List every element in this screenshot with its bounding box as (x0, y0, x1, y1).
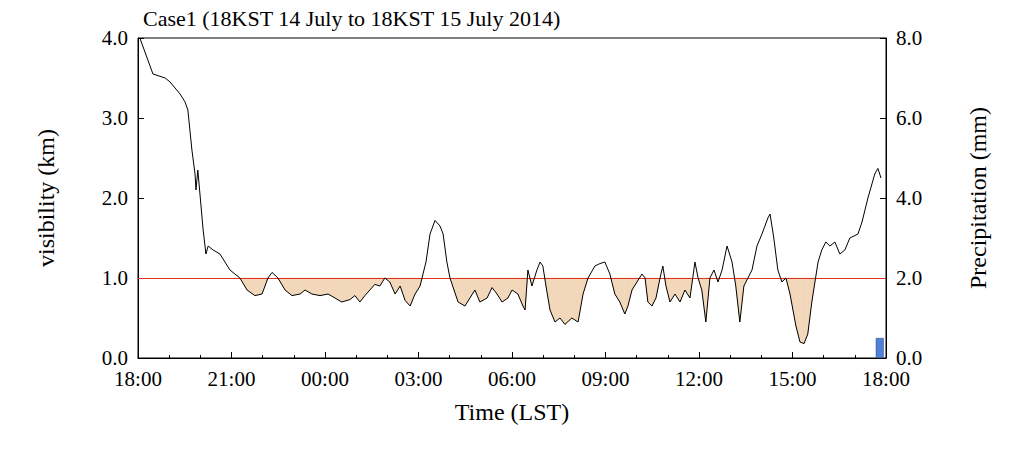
svg-text:3.0: 3.0 (102, 106, 128, 130)
svg-text:15:00: 15:00 (769, 367, 817, 391)
svg-text:03:00: 03:00 (395, 367, 443, 391)
svg-text:0.0: 0.0 (896, 346, 923, 370)
svg-text:06:00: 06:00 (488, 367, 536, 391)
svg-text:Precipitation (mm): Precipitation (mm) (965, 107, 991, 289)
svg-text:6.0: 6.0 (896, 106, 922, 130)
svg-text:Time (LST): Time (LST) (455, 399, 569, 425)
svg-text:2.0: 2.0 (896, 266, 922, 290)
svg-text:Case1 (18KST 14 July to 18KST: Case1 (18KST 14 July to 18KST 15 July 20… (143, 6, 560, 31)
svg-text:8.0: 8.0 (896, 26, 922, 50)
svg-text:4.0: 4.0 (102, 26, 128, 50)
svg-text:visibility (km): visibility (km) (33, 129, 59, 267)
svg-text:09:00: 09:00 (582, 367, 630, 391)
svg-text:18:00: 18:00 (862, 367, 910, 391)
svg-text:12:00: 12:00 (675, 367, 723, 391)
svg-text:1.0: 1.0 (102, 266, 128, 290)
svg-text:2.0: 2.0 (102, 186, 128, 210)
svg-text:4.0: 4.0 (896, 186, 922, 210)
svg-text:21:00: 21:00 (208, 367, 256, 391)
svg-text:18:00: 18:00 (114, 367, 162, 391)
svg-text:0.0: 0.0 (101, 346, 128, 370)
svg-text:00:00: 00:00 (301, 367, 349, 391)
